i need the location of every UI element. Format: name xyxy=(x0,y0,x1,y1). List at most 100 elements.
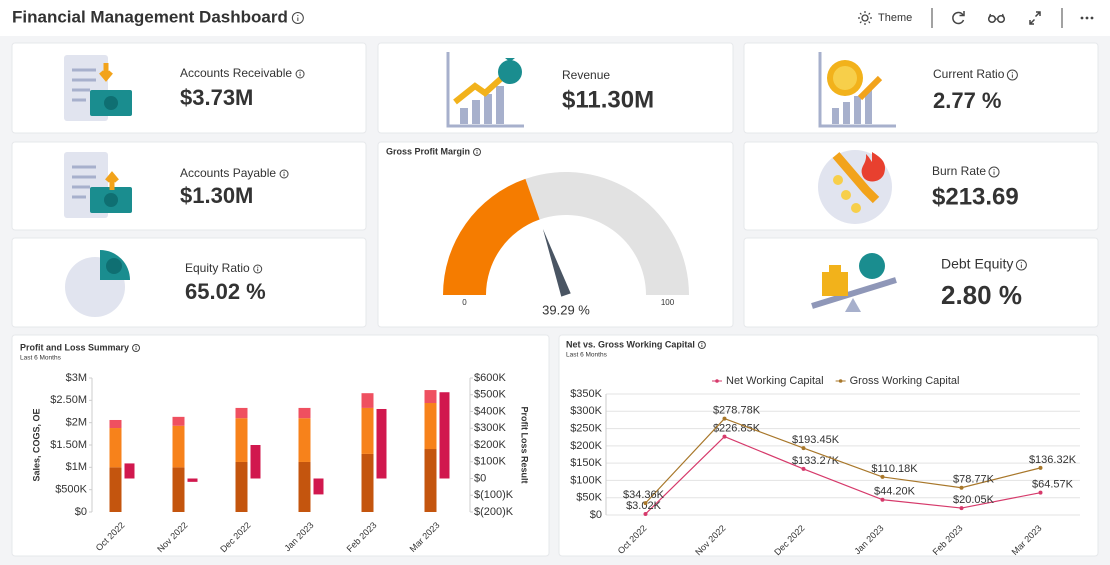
info-icon-dot xyxy=(476,149,478,152)
stack-segment xyxy=(109,419,122,429)
data-point xyxy=(643,501,648,506)
info-icon-dot xyxy=(283,171,285,173)
profit-bar xyxy=(124,463,135,479)
stack-segment xyxy=(361,393,374,408)
current-ratio-icon xyxy=(818,52,896,128)
y-tick-label: $0 xyxy=(590,509,602,521)
stack-segment xyxy=(109,428,122,468)
burn-rate-icon xyxy=(818,150,892,224)
data-label: $78.77K xyxy=(953,474,995,486)
stack-segment xyxy=(298,418,311,462)
info-icon xyxy=(473,148,482,156)
chart-card xyxy=(11,334,550,557)
kpi-label: Burn Rate xyxy=(932,164,986,178)
kpi-card xyxy=(743,141,1099,231)
stack-segment xyxy=(172,467,185,512)
dot xyxy=(1080,16,1084,20)
stack-segment xyxy=(235,418,248,462)
y-tick-label: $1M xyxy=(66,461,87,473)
kpi-value: 2.80 % xyxy=(941,280,1022,310)
revenue-icon xyxy=(446,52,524,128)
data-label: $193.45K xyxy=(792,434,840,446)
y-tick-label: $300K xyxy=(570,405,602,417)
y-tick-label: $250K xyxy=(570,422,602,434)
refresh-arrow xyxy=(959,11,965,17)
y2-tick-label: $500K xyxy=(474,389,506,401)
stack-segment xyxy=(298,461,311,512)
stack-segment xyxy=(361,407,374,454)
more-button[interactable] xyxy=(1080,16,1094,20)
kpi-value: $1.30M xyxy=(180,183,253,208)
gauge-tick-label: 0 xyxy=(462,298,467,307)
data-point xyxy=(880,497,885,502)
stack-segment xyxy=(172,425,185,468)
chart-title: Profit and Loss Summary xyxy=(20,342,129,352)
profit-bar xyxy=(376,408,387,479)
info-icon-dot xyxy=(297,14,299,17)
stack-segment xyxy=(298,407,311,419)
info-icon xyxy=(697,341,706,349)
profit-bar xyxy=(313,478,324,495)
kpi-label: Accounts Payable xyxy=(180,166,276,180)
y2-axis-title: Profit Loss Result xyxy=(520,406,530,483)
y-tick-label: $500K xyxy=(55,484,87,496)
data-point xyxy=(722,416,727,421)
y2-tick-label: $400K xyxy=(474,405,506,417)
kpi-label: Current Ratio xyxy=(933,67,1005,81)
y2-tick-label: $(200)K xyxy=(474,506,514,518)
stack-segment xyxy=(361,453,374,512)
info-icon-dot xyxy=(299,71,301,73)
sun-icon xyxy=(861,14,869,22)
data-point xyxy=(801,466,806,471)
info-icon-dot xyxy=(701,342,703,345)
debt-equity-icon xyxy=(811,253,897,312)
legend-marker xyxy=(838,379,843,383)
y-tick-label: $100K xyxy=(570,474,602,486)
refresh-icon xyxy=(952,11,965,25)
glasses-bridge xyxy=(988,13,1005,20)
dashboard-title: Financial Management Dashboard xyxy=(12,7,288,26)
kpi-value: $3.73M xyxy=(180,85,253,110)
stack-segment xyxy=(235,461,248,512)
gauge-value xyxy=(443,178,540,295)
y2-tick-label: $(100)K xyxy=(474,489,514,501)
fullscreen-button[interactable] xyxy=(1029,11,1041,25)
data-point xyxy=(643,511,648,516)
chart-title: Gross Profit Margin xyxy=(386,146,470,156)
stack-segment xyxy=(424,403,437,450)
kpi-value: $213.69 xyxy=(932,183,1019,210)
data-label: $44.20K xyxy=(874,486,916,498)
y2-tick-label: $600K xyxy=(474,372,506,384)
info-icon-dot xyxy=(993,169,995,171)
dot xyxy=(1090,16,1094,20)
kpi-value: $11.30M xyxy=(562,86,654,113)
stack-segment xyxy=(424,390,437,404)
y-tick-label: $2.50M xyxy=(50,394,87,406)
y2-tick-label: $200K xyxy=(474,439,506,451)
gauge-needle xyxy=(542,228,571,297)
data-point xyxy=(1038,490,1043,495)
gauge-card xyxy=(377,141,734,328)
data-point xyxy=(880,474,885,479)
preview-button[interactable] xyxy=(987,13,1006,24)
profit-bar xyxy=(187,478,198,482)
series-line xyxy=(645,417,1041,504)
kpi-card xyxy=(743,237,1099,328)
data-label: $34.36K xyxy=(623,489,665,501)
data-point xyxy=(1038,465,1043,470)
theme-button[interactable]: Theme xyxy=(858,11,912,25)
data-label: $64.57K xyxy=(1032,479,1074,491)
data-point xyxy=(801,446,806,451)
stack-segment xyxy=(109,467,122,512)
stack-segment xyxy=(235,407,248,419)
chart-title: Net vs. Gross Working Capital xyxy=(566,339,695,349)
refresh-button[interactable] xyxy=(952,11,965,25)
y-tick-label: $1.50M xyxy=(50,439,87,451)
y-tick-label: $3M xyxy=(66,372,87,384)
legend-marker xyxy=(715,379,719,383)
profit-bar xyxy=(250,445,261,479)
info-icon xyxy=(1015,259,1027,271)
data-point xyxy=(959,506,964,511)
data-label: $136.32K xyxy=(1029,454,1077,466)
info-icon xyxy=(295,69,305,79)
